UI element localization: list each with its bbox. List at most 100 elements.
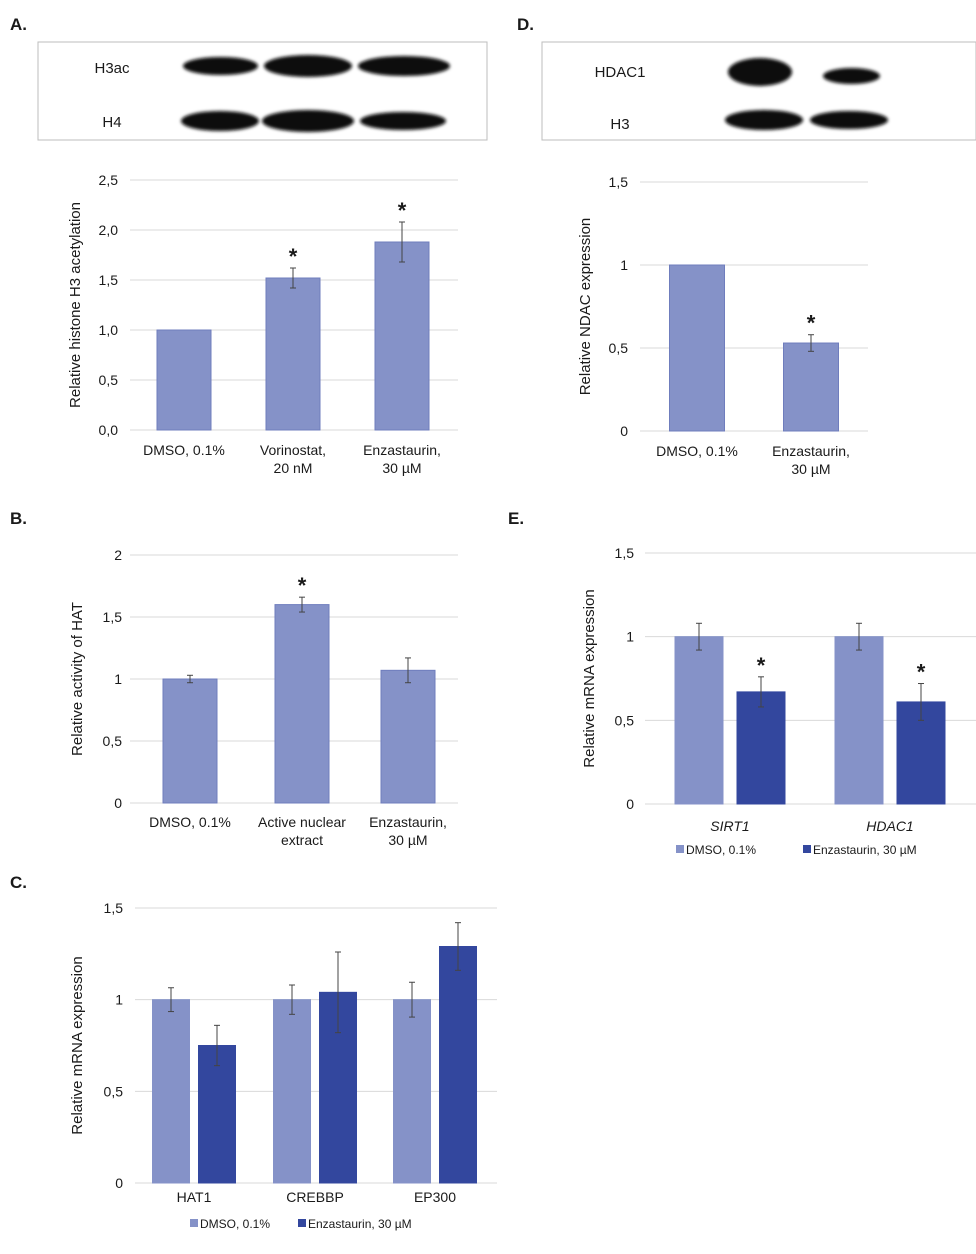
blot-band [262, 110, 354, 132]
y-tick-label: 1,5 [609, 174, 629, 190]
y-axis-label: Relative histone H3 acetylation [67, 202, 84, 408]
panel-letter: E. [508, 509, 524, 528]
bar [380, 669, 436, 804]
legend-label: Enzastaurin, 30 µM [308, 1217, 412, 1231]
y-tick-label: 0 [626, 796, 634, 812]
y-tick-label: 1 [114, 671, 122, 687]
y-axis-label: Relative mRNA expression [69, 956, 86, 1134]
y-tick-label: 1,0 [99, 322, 119, 338]
bar [393, 999, 431, 1184]
blot-row-label: HDAC1 [595, 64, 646, 81]
x-category-label: SIRT1 [710, 818, 749, 834]
x-category-label: Active nuclear [258, 814, 346, 830]
bar [674, 636, 724, 805]
blot-band [728, 58, 792, 86]
significance-star: * [807, 311, 816, 336]
y-axis-label: Relative activity of HAT [69, 602, 86, 756]
legend-swatch [676, 845, 684, 853]
panel-letter: A. [10, 15, 27, 34]
y-axis-label: Relative NDAC expression [577, 218, 594, 396]
blot-band [183, 57, 258, 75]
y-tick-label: 1,5 [99, 272, 119, 288]
y-tick-label: 1,5 [103, 609, 123, 625]
y-tick-label: 0 [114, 795, 122, 811]
blot-band [264, 55, 352, 77]
y-tick-label: 1 [626, 629, 634, 645]
x-category-label: 30 µM [382, 460, 421, 476]
blot-band [360, 112, 446, 130]
x-category-label: Enzastaurin, [363, 442, 441, 458]
x-category-label: DMSO, 0.1% [656, 443, 738, 459]
x-category-label: 20 nM [274, 460, 313, 476]
blot-panel-d: HDAC1 H3 [541, 41, 976, 141]
legend-label: Enzastaurin, 30 µM [813, 843, 917, 857]
legend-swatch [298, 1219, 306, 1227]
bar [273, 999, 311, 1184]
legend-swatch [190, 1219, 198, 1227]
y-tick-label: 1,5 [104, 900, 124, 916]
x-category-label: extract [281, 832, 323, 848]
x-category-label: DMSO, 0.1% [143, 442, 225, 458]
x-category-label: Enzastaurin, [772, 443, 850, 459]
chart-panel-c: C. 0 0,5 1 1,5 Relative mRNA expression HAT1 CR… [10, 873, 497, 1231]
y-tick-label: 0,5 [104, 1083, 124, 1099]
blot-panel-a: H3ac H4 [37, 41, 488, 141]
bar [162, 678, 218, 804]
blot-band [823, 68, 880, 84]
panel-letter: B. [10, 509, 27, 528]
x-category-label: EP300 [414, 1189, 456, 1205]
western-blots: H3ac H4 HDAC1 H3 [37, 41, 976, 141]
significance-star: * [398, 198, 407, 223]
y-tick-label: 0,5 [609, 340, 629, 356]
chart-panel-e: E. 0 0,5 1 1,5 Relative mRNA expression * * SIRT… [508, 509, 976, 857]
x-category-label: 30 µM [388, 832, 427, 848]
y-tick-label: 0,5 [99, 372, 119, 388]
x-category-label: DMSO, 0.1% [149, 814, 231, 830]
legend-swatch [803, 845, 811, 853]
chart-panel-a: A. 0,0 0,5 1,0 1,5 2,0 2,5 Relative histone H3 … [10, 15, 458, 476]
significance-star: * [757, 653, 766, 678]
bar [265, 277, 321, 431]
bar [374, 241, 430, 431]
y-axis-label: Relative mRNA expression [581, 589, 598, 767]
chart-panel-d: D. 0 0,5 1 1,5 Relative NDAC expression * DMSO,… [517, 15, 868, 477]
bar [198, 1045, 236, 1184]
legend-label: DMSO, 0.1% [686, 843, 756, 857]
blot-band [181, 111, 259, 131]
blot-row-label: H3ac [94, 60, 130, 77]
bar [274, 604, 330, 804]
y-tick-label: 1,5 [615, 545, 635, 561]
bar-charts: A. 0,0 0,5 1,0 1,5 2,0 2,5 Relative histone H3 … [10, 15, 976, 1231]
blot-band [358, 56, 450, 76]
x-category-label: 30 µM [791, 461, 830, 477]
y-tick-label: 0,5 [615, 712, 635, 728]
bar [152, 999, 190, 1184]
y-tick-label: 0,0 [99, 422, 119, 438]
significance-star: * [289, 244, 298, 269]
chart-panel-b: B. 0 0,5 1 1,5 2 Relative activity of HAT * DMSO… [10, 509, 458, 848]
y-tick-label: 0,5 [103, 733, 123, 749]
blot-band [810, 111, 888, 129]
bar [669, 264, 725, 432]
x-category-label: HAT1 [177, 1189, 212, 1205]
x-category-label: HDAC1 [866, 818, 913, 834]
x-category-label: Vorinostat, [260, 442, 326, 458]
y-tick-label: 2,5 [99, 172, 119, 188]
blot-row-label: H4 [102, 114, 121, 131]
x-category-label: Enzastaurin, [369, 814, 447, 830]
blot-band [725, 110, 803, 130]
bar [736, 691, 786, 805]
y-tick-label: 0 [620, 423, 628, 439]
bar [783, 342, 839, 432]
y-tick-label: 2 [114, 547, 122, 563]
y-tick-label: 2,0 [99, 222, 119, 238]
y-tick-label: 0 [115, 1175, 123, 1191]
blot-row-label: H3 [610, 116, 629, 133]
bar [896, 701, 946, 805]
panel-letter: D. [517, 15, 534, 34]
bar [834, 636, 884, 805]
legend-label: DMSO, 0.1% [200, 1217, 270, 1231]
y-tick-label: 1 [620, 257, 628, 273]
x-category-label: CREBBP [286, 1189, 344, 1205]
